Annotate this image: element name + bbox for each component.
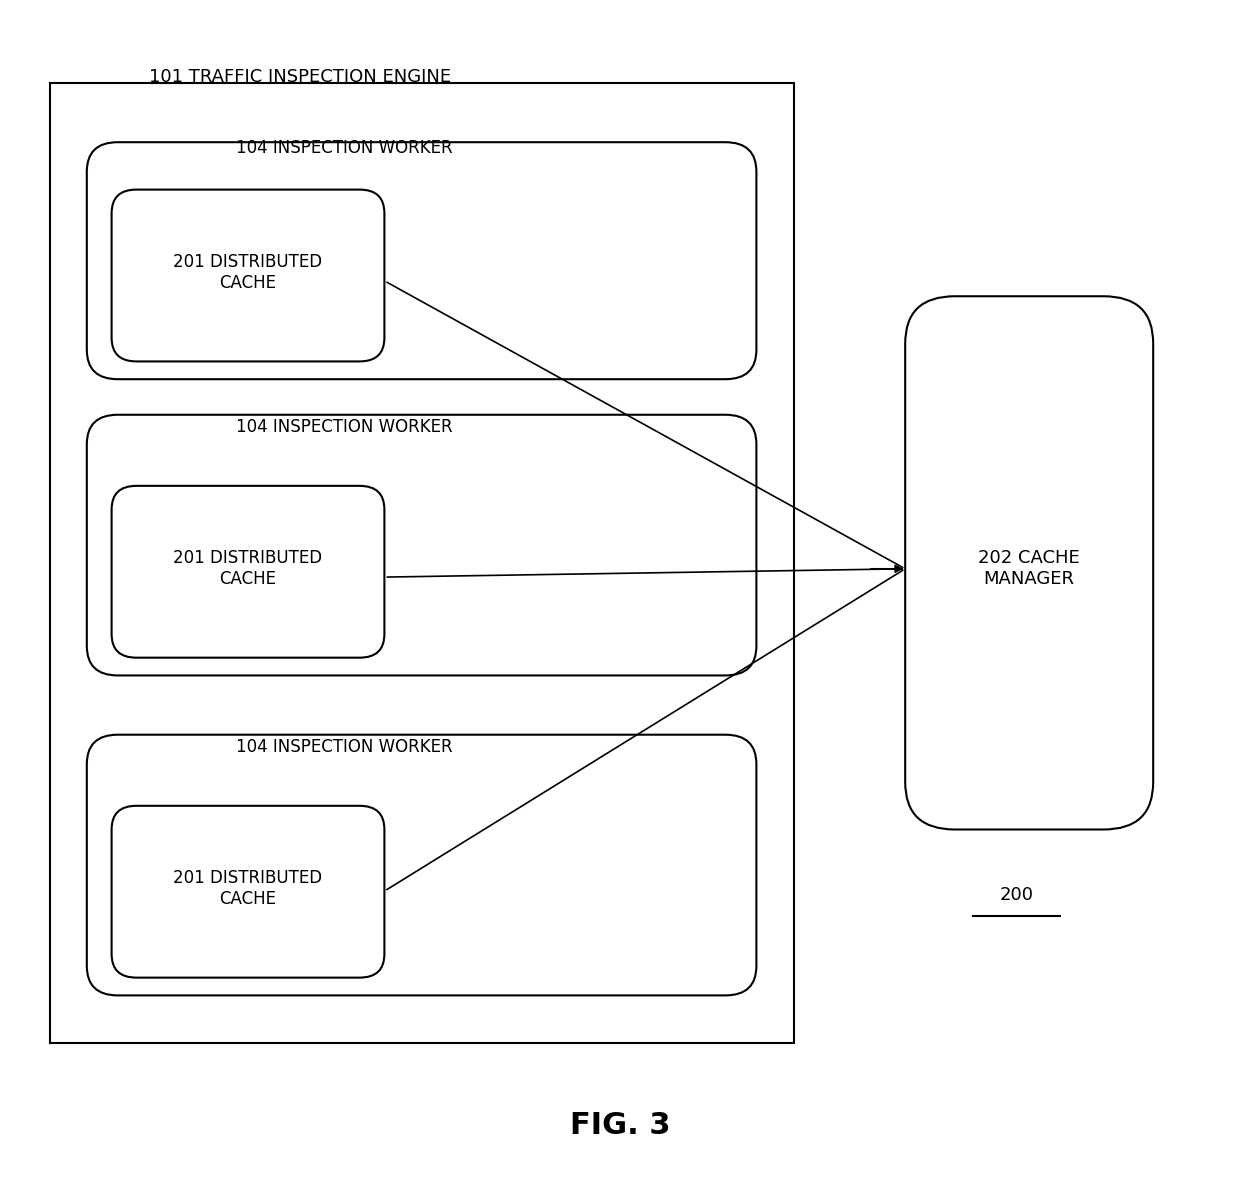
Text: 104 INSPECTION WORKER: 104 INSPECTION WORKER — [236, 737, 453, 756]
FancyBboxPatch shape — [112, 486, 384, 658]
Text: FIG. 3: FIG. 3 — [569, 1112, 671, 1140]
Text: 201 DISTRIBUTED
CACHE: 201 DISTRIBUTED CACHE — [174, 254, 322, 292]
FancyBboxPatch shape — [87, 735, 756, 995]
FancyBboxPatch shape — [112, 806, 384, 978]
Text: 201 DISTRIBUTED
CACHE: 201 DISTRIBUTED CACHE — [174, 550, 322, 588]
Text: 200: 200 — [999, 885, 1034, 904]
Text: 202 CACHE
MANAGER: 202 CACHE MANAGER — [978, 550, 1080, 588]
Text: 201 DISTRIBUTED
CACHE: 201 DISTRIBUTED CACHE — [174, 870, 322, 908]
Text: 104 INSPECTION WORKER: 104 INSPECTION WORKER — [236, 139, 453, 158]
FancyBboxPatch shape — [50, 83, 794, 1043]
FancyBboxPatch shape — [112, 190, 384, 361]
Text: 101 TRAFFIC INSPECTION ENGINE: 101 TRAFFIC INSPECTION ENGINE — [149, 68, 451, 87]
FancyBboxPatch shape — [87, 415, 756, 675]
FancyBboxPatch shape — [905, 296, 1153, 830]
Text: 104 INSPECTION WORKER: 104 INSPECTION WORKER — [236, 417, 453, 436]
FancyBboxPatch shape — [87, 142, 756, 379]
